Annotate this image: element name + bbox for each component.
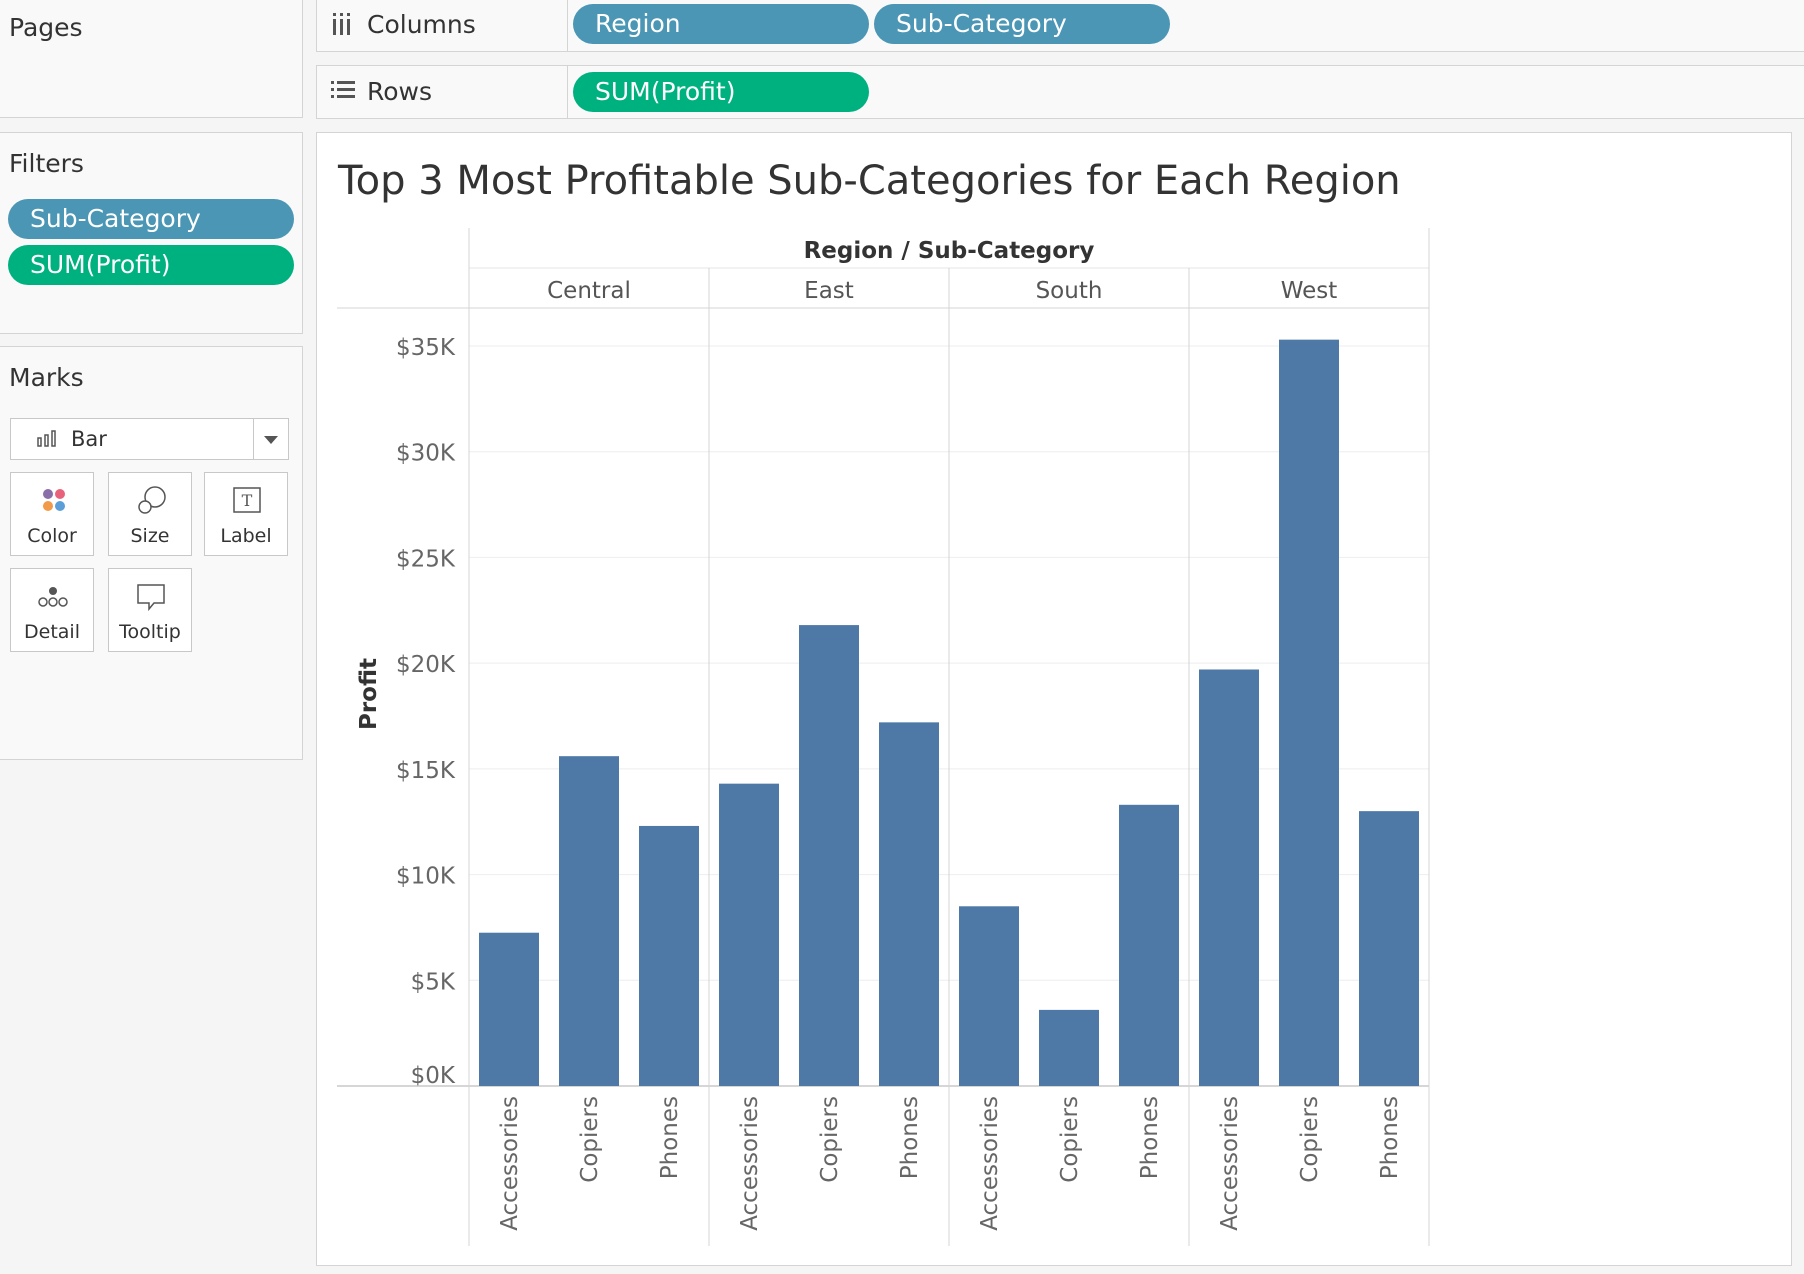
y-axis-title: Profit: [356, 658, 382, 730]
x-tick-label: Copiers: [817, 1096, 843, 1183]
x-tick-label: Phones: [897, 1096, 923, 1179]
region-header: Central: [547, 278, 631, 304]
x-tick-label: Accessories: [1217, 1096, 1243, 1231]
text-label-icon: T: [233, 487, 261, 513]
region-header: East: [804, 278, 854, 304]
size-icon: [138, 486, 166, 514]
columns-pill-sub-category[interactable]: Sub-Category: [874, 4, 1170, 44]
color-button-label: Color: [27, 525, 77, 547]
rows-pill-sum-profit[interactable]: SUM(Profit): [573, 72, 869, 112]
columns-shelf-label: Columns: [367, 10, 476, 39]
columns-shelf: Columns Region Sub-Category: [316, 0, 1804, 52]
bar: [959, 906, 1019, 1086]
bar: [879, 722, 939, 1086]
size-button[interactable]: Size: [108, 472, 192, 556]
region-header: West: [1281, 278, 1338, 304]
detail-button[interactable]: Detail: [10, 568, 94, 652]
bar: [639, 825, 699, 1086]
y-tick-label: $35K: [396, 335, 456, 361]
rows-shelf-label-area: Rows: [317, 66, 568, 118]
filter-pill-sum-profit[interactable]: SUM(Profit): [8, 245, 294, 285]
x-tick-label: Copiers: [1297, 1096, 1323, 1183]
tooltip-button[interactable]: Tooltip: [108, 568, 192, 652]
y-tick-label: $20K: [396, 652, 456, 678]
dropdown-separator: [253, 419, 254, 459]
columns-icon: [333, 13, 350, 35]
x-tick-label: Copiers: [1057, 1096, 1083, 1183]
header-title: Region / Sub-Category: [804, 238, 1095, 264]
bar: [1199, 669, 1259, 1086]
size-button-label: Size: [130, 525, 170, 547]
rows-icon: [331, 81, 355, 98]
y-tick-label: $15K: [396, 758, 456, 784]
mark-type-dropdown[interactable]: Bar: [10, 418, 289, 460]
label-button[interactable]: T Label: [204, 472, 288, 556]
detail-dots-icon: [38, 587, 68, 607]
bar-chart-icon: [37, 430, 56, 447]
svg-text:T: T: [242, 491, 253, 510]
tooltip-icon: [137, 584, 165, 612]
detail-button-label: Detail: [24, 621, 80, 643]
label-button-label: Label: [220, 525, 272, 547]
x-tick-label: Phones: [1137, 1096, 1163, 1179]
bar: [1279, 339, 1339, 1087]
x-tick-label: Accessories: [977, 1096, 1003, 1231]
x-tick-label: Phones: [657, 1096, 683, 1179]
bar: [799, 625, 859, 1086]
y-tick-label: $5K: [411, 969, 456, 995]
x-tick-label: Accessories: [497, 1096, 523, 1231]
rows-shelf: Rows SUM(Profit): [316, 65, 1804, 119]
y-tick-label: $0K: [411, 1063, 456, 1089]
bar: [559, 756, 619, 1086]
bar: [1039, 1009, 1099, 1086]
y-tick-label: $25K: [396, 546, 456, 572]
bar: [479, 932, 539, 1086]
filter-pill-sub-category[interactable]: Sub-Category: [8, 199, 294, 239]
color-palette-icon: [43, 489, 65, 511]
pages-title: Pages: [9, 13, 83, 42]
pages-card: Pages: [0, 0, 303, 118]
x-tick-label: Copiers: [577, 1096, 603, 1183]
region-header: South: [1036, 278, 1103, 304]
bar: [1119, 804, 1179, 1086]
chevron-down-icon[interactable]: [264, 436, 278, 444]
x-tick-label: Phones: [1377, 1096, 1403, 1179]
marks-title: Marks: [9, 363, 84, 392]
mark-type-value: Bar: [71, 427, 107, 451]
columns-pill-region[interactable]: Region: [573, 4, 869, 44]
y-tick-label: $10K: [396, 864, 456, 890]
tooltip-button-label: Tooltip: [119, 621, 181, 643]
color-button[interactable]: Color: [10, 472, 94, 556]
x-tick-label: Accessories: [737, 1096, 763, 1231]
rows-shelf-label: Rows: [367, 77, 433, 106]
filters-card: Filters Sub-Category SUM(Profit): [0, 132, 303, 334]
bar: [719, 783, 779, 1086]
y-tick-label: $30K: [396, 441, 456, 467]
columns-shelf-label-area: Columns: [317, 0, 568, 51]
chart-title: Top 3 Most Profitable Sub-Categories for…: [338, 158, 1401, 204]
bar: [1359, 811, 1419, 1086]
filters-title: Filters: [9, 149, 84, 178]
